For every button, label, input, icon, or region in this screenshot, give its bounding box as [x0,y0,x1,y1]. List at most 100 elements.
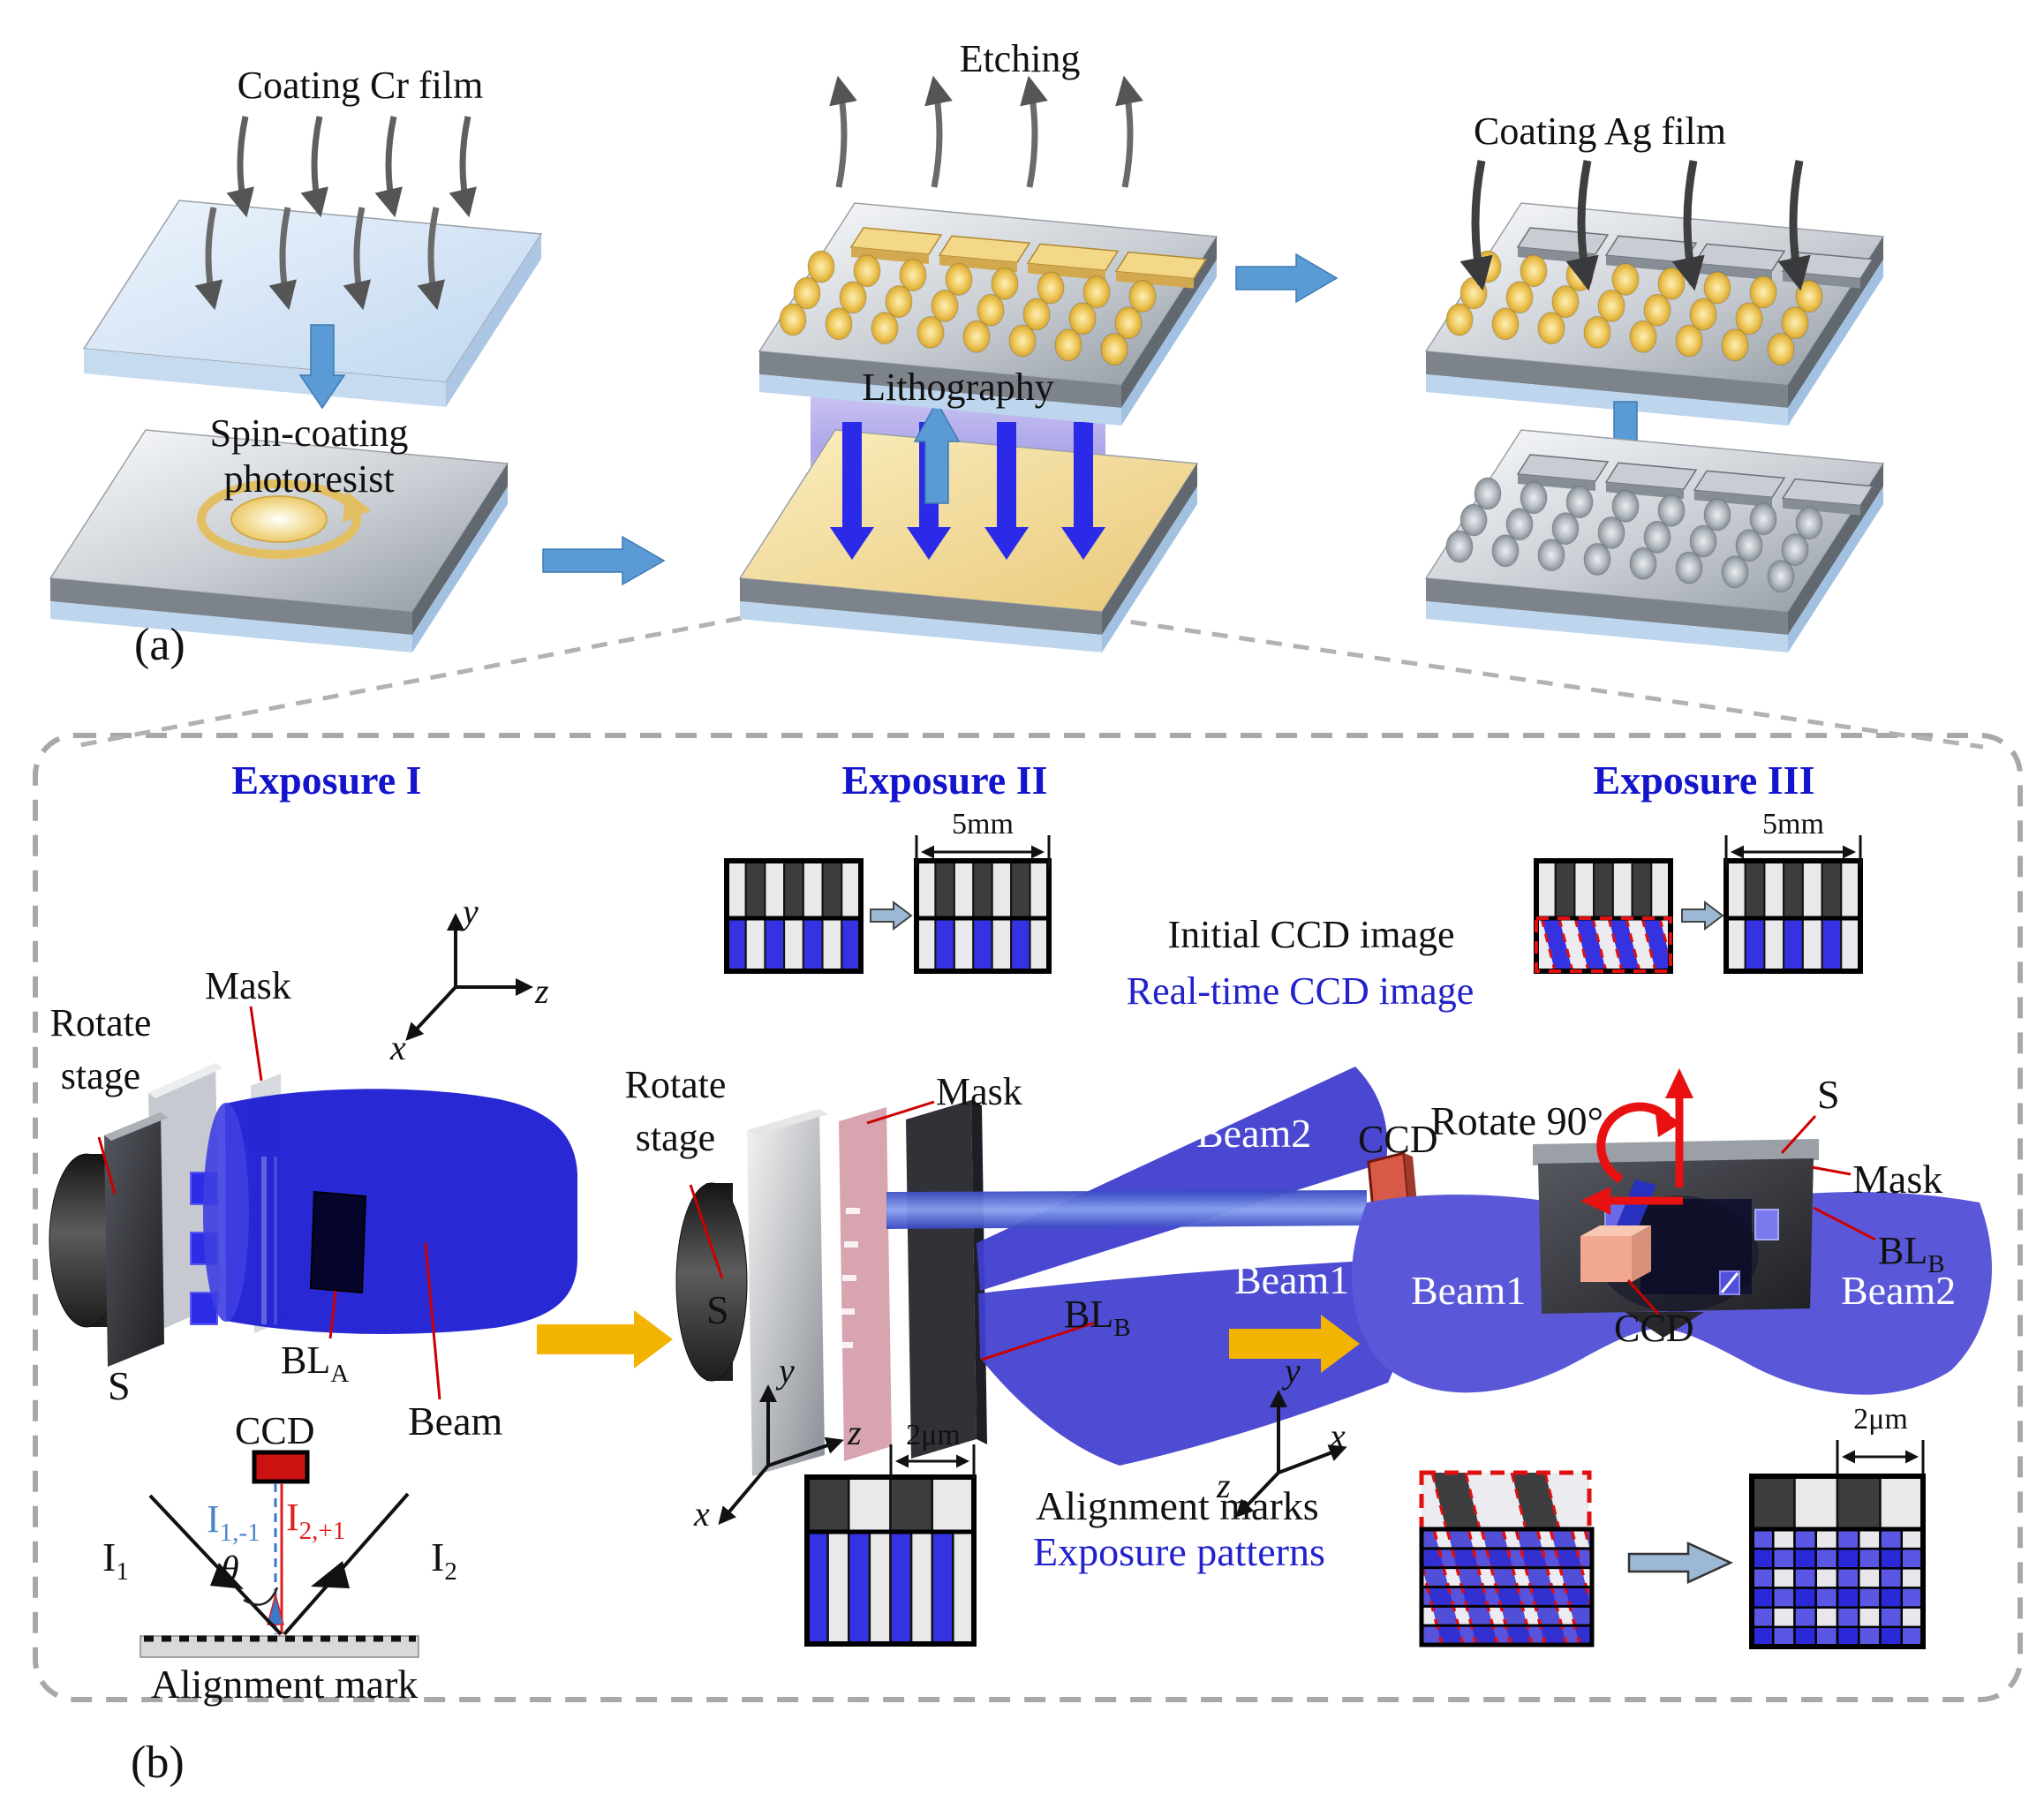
deposition-arrow [449,116,477,218]
deposition-arrow [417,207,446,311]
dim-5mm-exposure2: 5mm [952,808,1014,841]
axes1-y-label: y [463,892,479,931]
rotate-stage-label-1a: Rotate [49,1001,152,1044]
deposition-arrow [343,207,372,311]
etching-arrow [829,75,857,188]
dim-5mm-exposure3: 5mm [1762,808,1824,841]
uv-arrow [842,422,862,528]
dim-2um-exposure2: 2μm [906,1419,961,1451]
rotate-90-label: Rotate 90° [1430,1098,1603,1143]
rotate-stage-label-2a: Rotate [624,1063,727,1106]
bla-blocker [309,1190,367,1294]
diffracted-order1-label: I1,-1 [207,1497,260,1547]
mask3-label: Mask [1852,1157,1943,1202]
deposition-arrow [300,116,328,218]
exposure2-scene [537,835,1420,1647]
exposure3-scene [1229,835,1992,1649]
etching-arrow [1020,75,1048,188]
exposure1-title: Exposure I [231,758,422,803]
ccd3-label: CCD [1614,1307,1694,1350]
ag-plate [1424,202,1885,426]
result-arrow [870,901,913,931]
process-arrow-down-1 [298,324,346,410]
blb3-label: BLB [1878,1229,1945,1278]
etch-plate [758,202,1218,426]
etching-arrow [924,75,953,188]
coating-ag-label: Coating Ag film [1474,109,1726,153]
reference-beam [886,1190,1367,1229]
ag-deposition-arrow [1459,160,1493,291]
exposure3-title: Exposure III [1593,758,1815,803]
panel-b-label: (b) [131,1738,185,1788]
axes2-z-label: z [848,1413,862,1452]
result-arrow-bottom [1627,1542,1734,1584]
beam2-cone [977,1067,1388,1291]
coating-cr-label: Coating Cr film [237,64,484,107]
initial-ccd-label: Initial CCD image [1167,913,1455,956]
transition-arrow-1 [537,1310,673,1368]
transition-arrow-2 [1229,1315,1360,1373]
spin-coating-label-2: photoresist [223,457,395,501]
uv-arrow [1074,422,1093,528]
ccd2-label: CCD [1358,1118,1438,1161]
substrate3-label: S [1817,1072,1840,1117]
exposure-patterns-legend: Exposure patterns [1033,1529,1325,1574]
deposition-arrow [226,116,254,218]
deposition-arrow [374,116,403,218]
dim-2um-exposure3: 2μm [1853,1403,1908,1436]
beam1-label-exp3: Beam1 [1411,1268,1527,1313]
rotate-stage-label-1b: stage [60,1054,141,1097]
spin-coating-label-1: Spin-coating [209,411,409,455]
spin-plate [49,429,509,652]
beam-label: Beam [408,1399,503,1444]
axes1-z-label: z [535,971,549,1011]
litho-plate [738,429,1199,652]
exposure1-scene [49,913,577,1658]
mask1-label: Mask [205,964,291,1007]
incident-beam2-label: I2 [431,1534,457,1586]
diffracted-order2-label: I2,+1 [286,1496,346,1545]
axes3-y-label: y [1285,1351,1301,1391]
substrate2-label: S [706,1287,729,1332]
exposure2-title: Exposure II [841,758,1048,803]
alignment-mark-label: Alignment mark [150,1662,419,1707]
beam1-label-exp2: Beam1 [1234,1257,1350,1302]
alignment-marks-legend: Alignment marks [1036,1483,1319,1528]
beam1-cone [978,1261,1399,1466]
mask2-label: Mask [936,1070,1022,1113]
substrate1-label: S [108,1363,131,1408]
etching-arrow [1115,75,1143,188]
axes3-x-label: x [1330,1416,1346,1456]
axes2-x-label: x [694,1494,710,1534]
ag-deposition-arrow [1777,160,1811,291]
process-arrow-right-1 [542,535,666,586]
beam2-label-exp2: Beam2 [1196,1111,1312,1156]
ag-deposition-arrow [1671,160,1705,291]
theta-label: θ [221,1549,239,1590]
cr-plate [82,200,543,407]
axes3-z-label: z [1217,1466,1231,1505]
axes2-y-label: y [779,1351,795,1391]
etching-label: Etching [959,37,1081,80]
result-arrow [1681,901,1724,931]
uv-arrow [997,422,1016,528]
beam2-label-exp3: Beam2 [1841,1268,1957,1313]
deposition-arrow [194,207,223,311]
panel-a-label: (a) [134,620,185,670]
ccd1-label: CCD [235,1409,315,1452]
deposition-arrow [268,207,298,311]
incident-beam1-label: I1 [102,1534,129,1586]
ccd-sensor [252,1450,310,1484]
beam-volume [225,1089,577,1334]
axes1-x-label: x [390,1028,406,1067]
ccd-cube [1580,1236,1632,1282]
process-arrow-up [913,400,961,504]
final-plate [1424,429,1885,652]
blb2-label: BLB [1064,1293,1131,1342]
bla-label: BLA [281,1338,350,1388]
process-arrow-right-2 [1235,253,1339,304]
lithography-label: Lithography [862,366,1054,409]
realtime-ccd-label: Real-time CCD image [1126,969,1475,1013]
